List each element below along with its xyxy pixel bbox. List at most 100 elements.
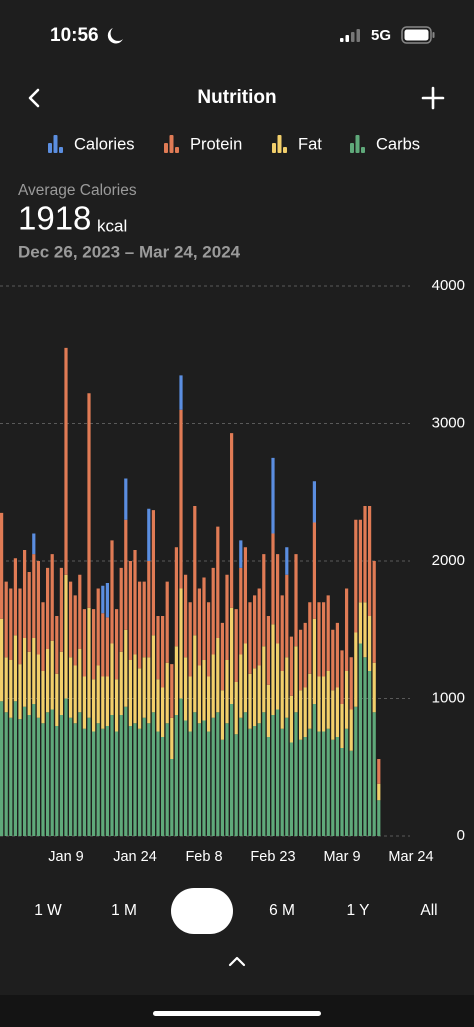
bar-segment: [138, 581, 142, 669]
bar-segment: [165, 723, 169, 836]
bar-segment: [266, 737, 270, 836]
bar-segment: [276, 643, 280, 710]
bar-segment: [9, 717, 13, 836]
range-tab[interactable]: 3 M: [189, 902, 215, 919]
bar-segment: [331, 739, 335, 836]
bar-segment: [377, 800, 381, 836]
bar-segment: [285, 547, 289, 575]
bar-segment: [317, 602, 321, 677]
bar-segment: [9, 660, 13, 718]
bar-segment: [271, 624, 275, 715]
bar-segment: [349, 750, 353, 836]
bar-segment: [138, 668, 142, 729]
bar-segment: [294, 646, 298, 713]
bar-segment: [151, 712, 155, 836]
bar-segment: [354, 706, 358, 836]
bar-segment: [188, 676, 192, 732]
bar-segment: [82, 609, 86, 677]
bar-segment: [147, 657, 151, 724]
legend-swatch: [272, 143, 276, 153]
range-tab[interactable]: 6 M: [269, 902, 295, 919]
back-button[interactable]: [28, 88, 40, 108]
expand-chevron[interactable]: [228, 956, 246, 967]
bar-segment: [317, 676, 321, 732]
legend-swatch: [283, 147, 287, 153]
bar-segment: [248, 673, 252, 729]
bar-segment: [59, 715, 63, 836]
bar-segment: [110, 540, 114, 644]
bar-segment: [308, 673, 312, 729]
range-tab[interactable]: All: [420, 902, 437, 919]
bar-segment: [128, 561, 132, 660]
bar-segment: [280, 671, 284, 729]
bar-segment: [253, 668, 257, 726]
range-tab[interactable]: 1 M: [111, 902, 137, 919]
bar-segment: [133, 723, 137, 836]
range-tab[interactable]: 1 W: [34, 902, 62, 919]
bar-segment: [23, 706, 27, 836]
legend-swatch: [48, 143, 52, 153]
bar-segment: [92, 731, 96, 836]
bar-segment: [317, 731, 321, 836]
bar-segment: [303, 737, 307, 836]
bar-segment: [41, 723, 45, 836]
legend-label: Carbs: [376, 135, 420, 153]
bar-segment: [377, 759, 381, 784]
bar-segment: [101, 613, 105, 677]
bar-segment: [142, 717, 146, 836]
summary-value: 1918: [18, 200, 91, 237]
bar-segment: [73, 723, 77, 836]
bar-segment: [161, 687, 165, 737]
bar-segment: [271, 715, 275, 836]
bar-segment: [230, 607, 234, 704]
bar-segment: [18, 664, 22, 720]
bar-segment: [248, 602, 252, 674]
bar-segment: [312, 618, 316, 704]
bar-segment: [326, 595, 330, 671]
bar-segment: [170, 717, 174, 759]
legend-swatch: [59, 147, 63, 153]
bar-segment: [59, 567, 63, 652]
bar-segment: [220, 622, 224, 691]
bar-segment: [239, 654, 243, 718]
bar-segment: [128, 726, 132, 836]
bar-segment: [41, 671, 45, 724]
range-tab[interactable]: 1 Y: [347, 902, 370, 919]
bar-segment: [262, 646, 266, 713]
bar-segment: [207, 602, 211, 677]
bar-segment: [179, 375, 183, 410]
bar-segment: [349, 657, 353, 710]
summary-label: Average Calories: [18, 182, 137, 199]
bar-segment: [82, 728, 86, 836]
bar-segment: [312, 481, 316, 523]
bar-segment: [372, 561, 376, 663]
bar-segment: [243, 712, 247, 836]
bar-segment: [211, 654, 215, 718]
legend: Calories Protein Fat Carbs: [48, 135, 420, 153]
bar-segment: [4, 712, 8, 836]
bar-segment: [276, 554, 280, 644]
bar-segment: [294, 712, 298, 836]
bar-segment: [322, 602, 326, 677]
bar-segment: [64, 347, 68, 575]
bar-segment: [36, 717, 40, 836]
legend-swatch: [361, 147, 365, 153]
add-button[interactable]: [421, 86, 445, 110]
bar-segment: [18, 719, 22, 836]
bar-segment: [354, 632, 358, 707]
bar-segment: [289, 695, 293, 743]
bar-segment: [55, 726, 59, 836]
bar-segment: [220, 690, 224, 740]
status-network: 5G: [371, 27, 391, 44]
bar-segment: [216, 526, 220, 638]
bar-segment: [36, 561, 40, 655]
bar-segment: [377, 783, 381, 801]
bar-segment: [340, 650, 344, 704]
bar-segment: [225, 660, 229, 724]
bar-segment: [207, 676, 211, 732]
bar-segment: [266, 684, 270, 737]
bar-segment: [69, 581, 73, 658]
bar-segment: [225, 574, 229, 660]
bar-segment: [27, 715, 31, 836]
